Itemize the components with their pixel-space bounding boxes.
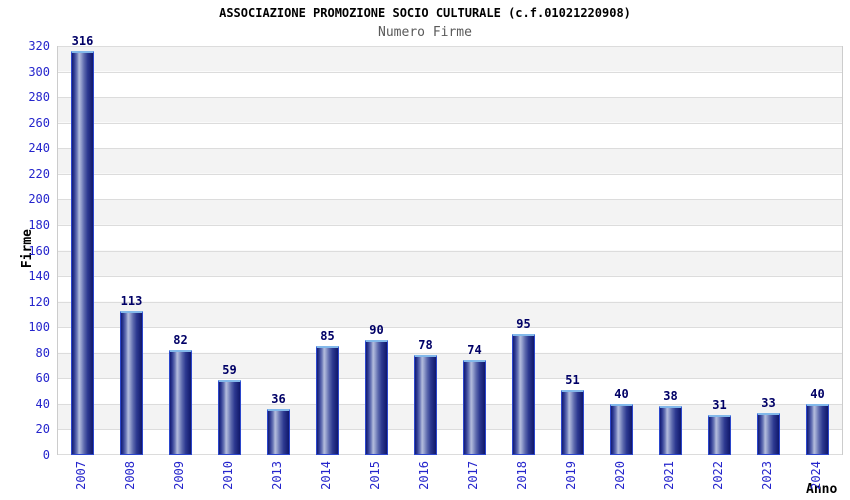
bar-2015 [365, 340, 388, 455]
gridline [58, 46, 842, 47]
bar-2021 [659, 406, 682, 455]
bar-value-label: 40 [810, 387, 825, 401]
y-tick-label: 320 [28, 39, 50, 53]
bar-value-label: 38 [663, 389, 678, 403]
bar-value-label: 74 [467, 343, 482, 357]
bar-value-label: 33 [761, 396, 776, 410]
bar-value-label: 95 [516, 317, 531, 331]
x-tick-label: 2015 [368, 461, 382, 490]
bar-value-label: 36 [271, 392, 286, 406]
gridline [58, 429, 842, 430]
x-tick-label: 2009 [172, 461, 186, 490]
y-tick-label: 260 [28, 116, 50, 130]
gridline [58, 174, 842, 175]
y-tick-label: 40 [35, 397, 50, 411]
x-tick-label: 2021 [662, 461, 676, 490]
x-tick-label: 2016 [417, 461, 431, 490]
bar-2016 [414, 355, 437, 455]
chart-subtitle: Numero Firme [378, 25, 472, 40]
x-tick-label: 2017 [466, 461, 480, 490]
y-tick-label: 200 [28, 192, 50, 206]
bar-2008 [120, 311, 143, 455]
bar-2019 [561, 390, 584, 455]
bar-2022 [708, 415, 731, 455]
bar-value-label: 90 [369, 323, 384, 337]
x-tick-label: 2023 [760, 461, 774, 490]
bar-2014 [316, 346, 339, 455]
y-tick-label: 120 [28, 295, 50, 309]
bar-2013 [267, 409, 290, 455]
gridline [58, 327, 842, 328]
bar-value-label: 78 [418, 338, 433, 352]
bar-2009 [169, 350, 192, 455]
bar-2010 [218, 380, 241, 455]
gridline [58, 353, 842, 354]
bar-2020 [610, 404, 633, 455]
bar-2017 [463, 360, 486, 455]
bar-value-label: 85 [320, 329, 335, 343]
y-tick-label: 80 [35, 346, 50, 360]
bar-value-label: 40 [614, 387, 629, 401]
x-tick-label: 2022 [711, 461, 725, 490]
bar-value-label: 316 [71, 34, 94, 48]
x-axis-title: Anno [806, 482, 838, 497]
x-tick-label: 2018 [515, 461, 529, 490]
bar-2024 [806, 404, 829, 455]
x-tick-label: 2013 [270, 461, 284, 490]
x-tick-label: 2019 [564, 461, 578, 490]
gridline [58, 225, 842, 226]
gridline [58, 302, 842, 303]
y-tick-label: 280 [28, 90, 50, 104]
x-tick-label: 2010 [221, 461, 235, 490]
y-tick-label: 180 [28, 218, 50, 232]
gridline [58, 276, 842, 277]
bar-value-label: 59 [222, 363, 237, 377]
chart-title: ASSOCIAZIONE PROMOZIONE SOCIO CULTURALE … [219, 6, 631, 20]
y-tick-label: 160 [28, 244, 50, 258]
y-tick-label: 140 [28, 269, 50, 283]
gridline [58, 454, 842, 455]
y-tick-label: 300 [28, 65, 50, 79]
gridline [58, 378, 842, 379]
gridline [58, 404, 842, 405]
bar-2018 [512, 334, 535, 455]
gridline [58, 251, 842, 252]
x-tick-label: 2014 [319, 461, 333, 490]
gridline [58, 72, 842, 73]
y-tick-label: 20 [35, 422, 50, 436]
gridline [58, 97, 842, 98]
bar-2007 [71, 51, 94, 455]
gridline [58, 148, 842, 149]
bar-2023 [757, 413, 780, 455]
gridline [58, 123, 842, 124]
bar-value-label: 113 [120, 294, 143, 308]
y-tick-label: 100 [28, 320, 50, 334]
bar-value-label: 51 [565, 373, 580, 387]
y-tick-label: 0 [42, 448, 50, 462]
x-tick-label: 2020 [613, 461, 627, 490]
bar-value-label: 31 [712, 398, 727, 412]
x-tick-label: 2007 [74, 461, 88, 490]
x-tick-label: 2024 [809, 461, 823, 490]
y-tick-label: 60 [35, 371, 50, 385]
y-tick-label: 240 [28, 141, 50, 155]
x-tick-label: 2008 [123, 461, 137, 490]
gridline [58, 199, 842, 200]
bar-value-label: 82 [173, 333, 188, 347]
plot-area: 316 113 82 59 36 85 90 78 74 95 51 40 38 31 33 40 [57, 34, 843, 455]
y-tick-label: 220 [28, 167, 50, 181]
